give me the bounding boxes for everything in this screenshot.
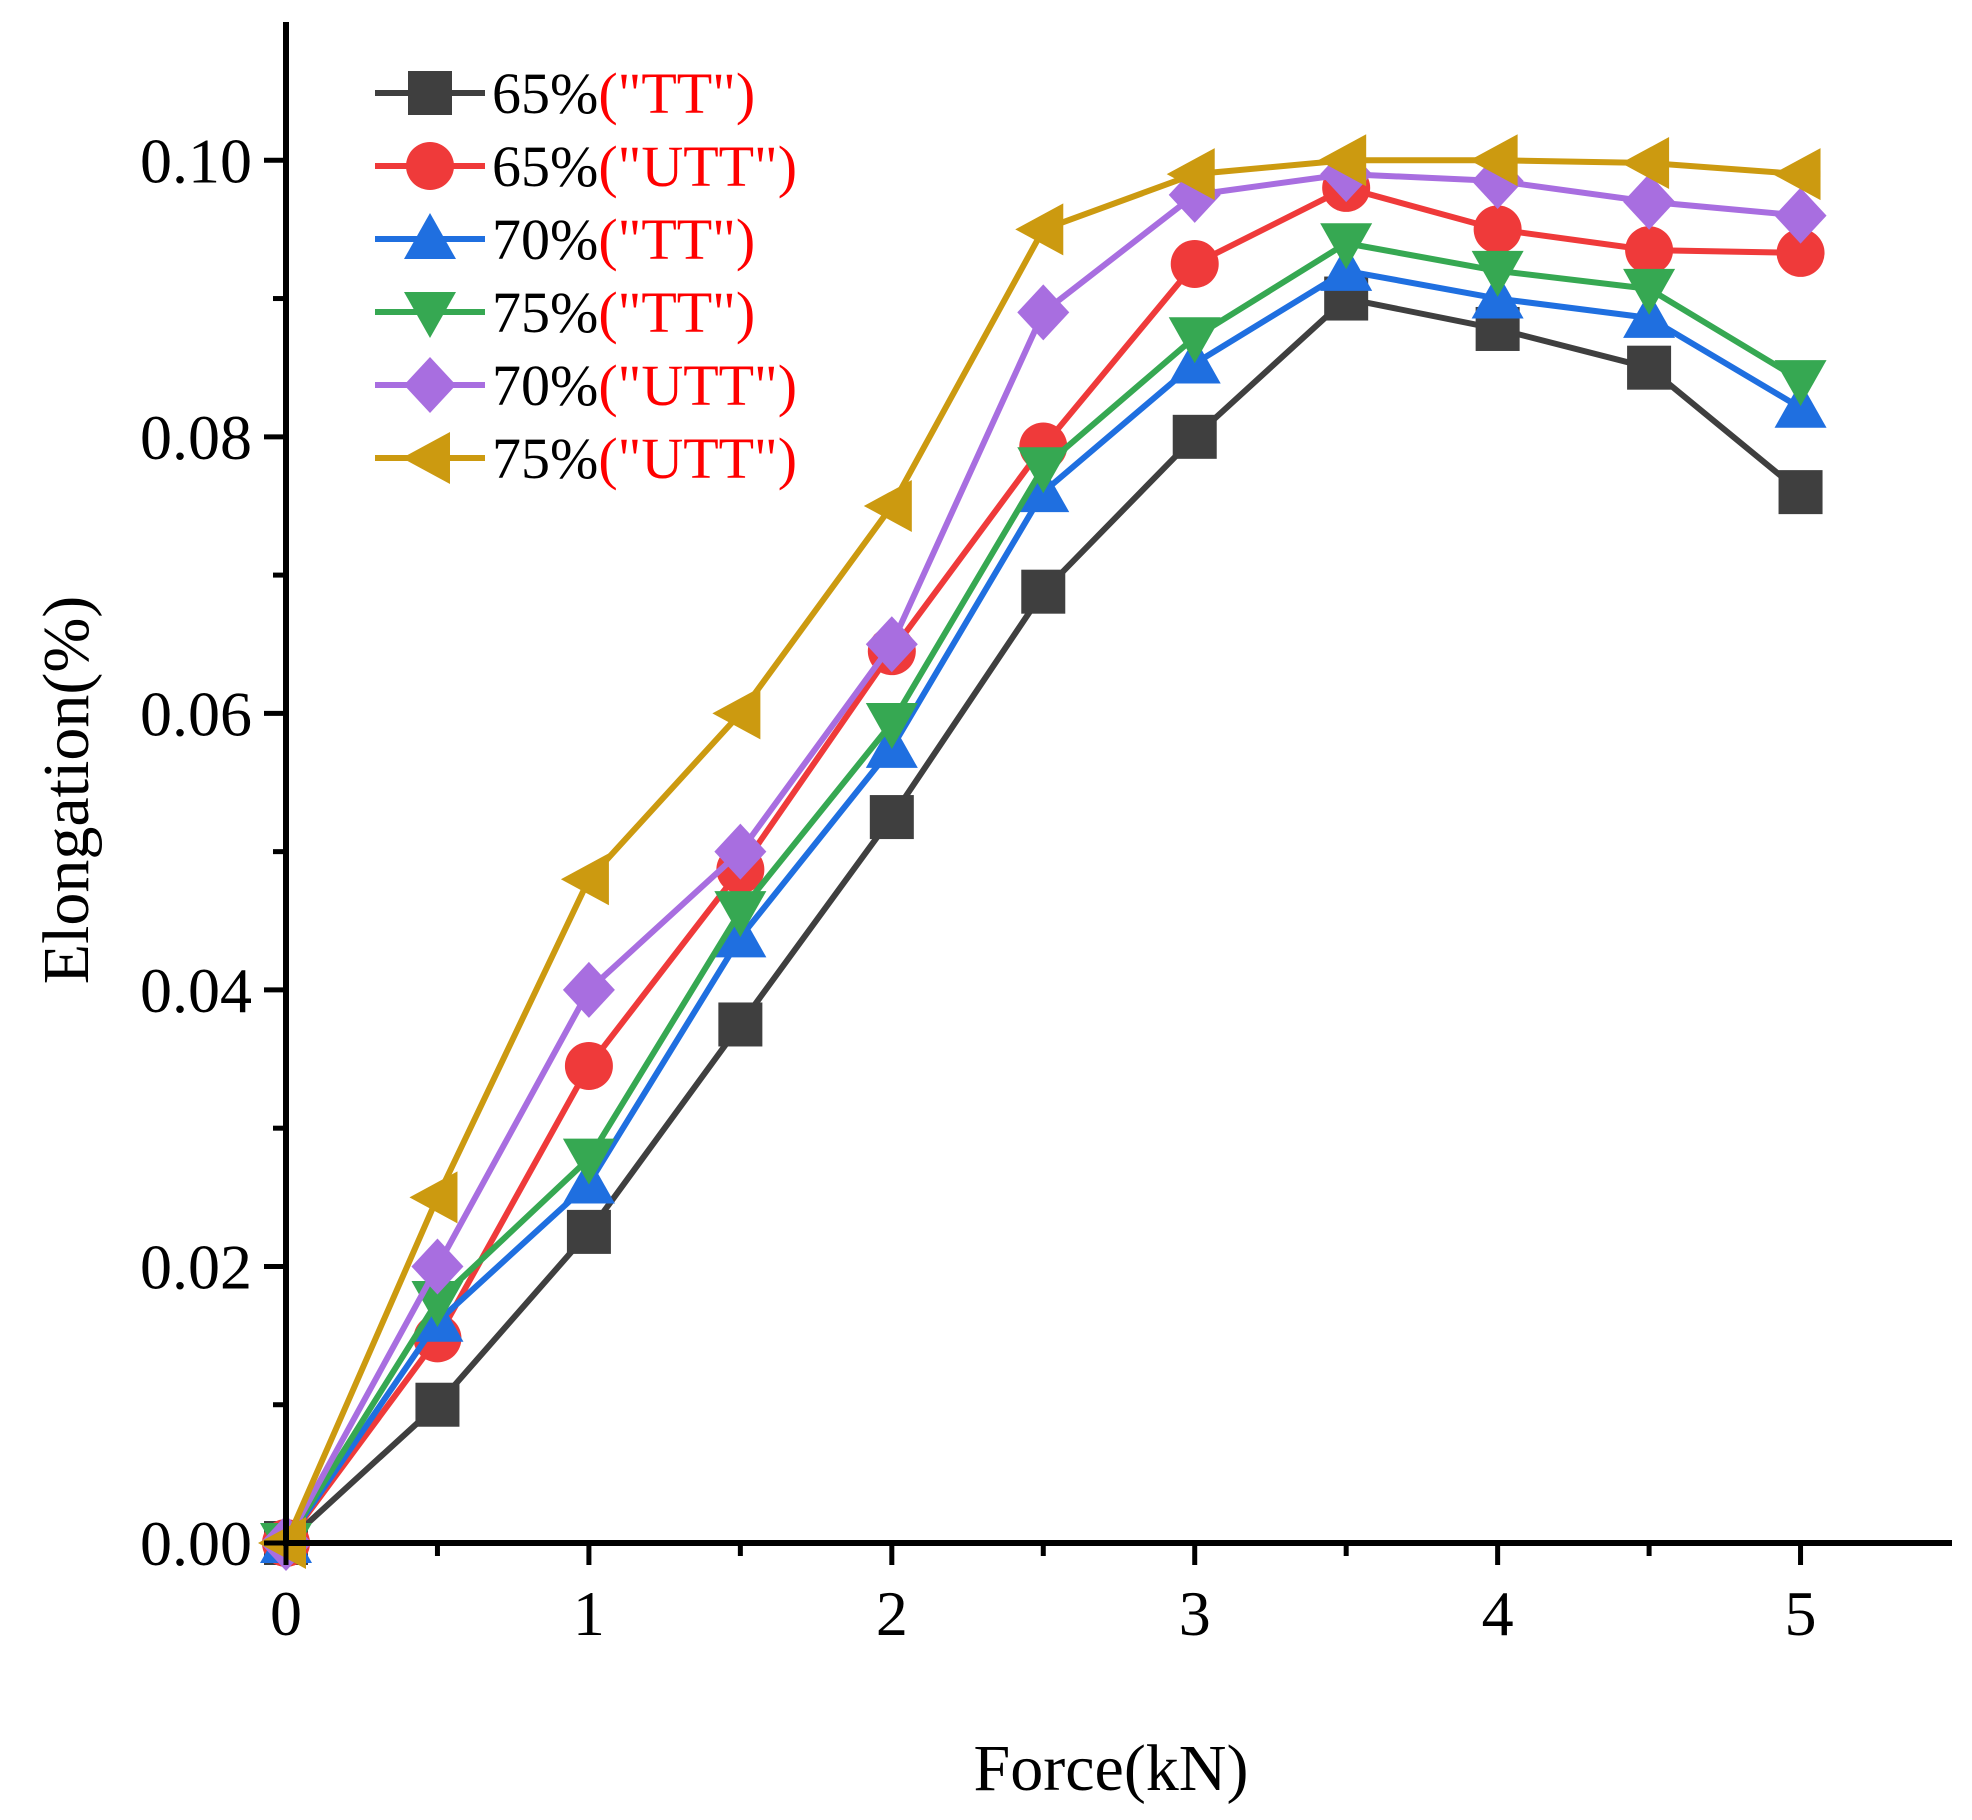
data-point xyxy=(1168,317,1221,364)
data-point xyxy=(1774,187,1827,244)
plot-layer xyxy=(258,134,1827,1571)
data-point xyxy=(714,823,767,880)
data-point xyxy=(718,1002,763,1047)
legend-label-prefix: 70% xyxy=(492,353,598,418)
y-axis-title: Elongation(%) xyxy=(30,596,103,985)
x-tick-label: 3 xyxy=(1179,1578,1211,1649)
legend-label-prefix: 65% xyxy=(492,134,598,199)
data-point xyxy=(1469,134,1518,187)
x-tick-label: 2 xyxy=(876,1578,908,1649)
x-tick-label: 0 xyxy=(270,1578,302,1649)
legend-label-prefix: 75% xyxy=(492,426,598,491)
data-point xyxy=(1625,226,1674,275)
axes-layer: Force(kN) Elongation(%) 0 1 2 3 4 5 0.00 0.02 0.… xyxy=(30,22,1952,1805)
x-axis-title: Force(kN) xyxy=(974,1732,1249,1805)
data-point xyxy=(1471,250,1524,297)
series-6 xyxy=(258,134,1821,1569)
data-point xyxy=(1320,223,1373,270)
data-point xyxy=(562,1138,615,1185)
legend-swatch-marker xyxy=(406,142,454,190)
data-point xyxy=(1623,173,1676,230)
x-tick-label: 4 xyxy=(1482,1578,1514,1649)
legend-swatch-marker xyxy=(408,71,452,115)
data-point xyxy=(562,961,615,1018)
data-point xyxy=(1017,447,1070,494)
data-point xyxy=(1776,228,1825,277)
legend-swatch-marker xyxy=(404,292,456,338)
data-point xyxy=(409,1171,458,1224)
legend-label-suffix: ("UTT") xyxy=(598,426,797,491)
data-point xyxy=(1170,239,1219,288)
data-point xyxy=(1015,203,1064,256)
data-point xyxy=(411,1238,464,1295)
legend-swatch-marker xyxy=(404,357,456,413)
data-point xyxy=(1021,569,1066,614)
data-point xyxy=(1778,470,1823,515)
data-point xyxy=(415,1382,460,1427)
legend-label-suffix: ("TT") xyxy=(598,207,755,272)
legend-swatch-marker xyxy=(402,432,450,484)
data-point xyxy=(1774,360,1827,407)
legend-item-1: 65%("TT") xyxy=(375,61,755,126)
y-tick-label: 0.04 xyxy=(140,955,252,1026)
data-point xyxy=(560,853,609,906)
legend-label: 75%("UTT") xyxy=(492,426,797,491)
data-point xyxy=(564,1041,613,1090)
legend-label-suffix: ("TT") xyxy=(598,61,755,126)
series-4 xyxy=(260,223,1827,1569)
data-point xyxy=(1623,291,1676,338)
data-point xyxy=(1172,414,1217,459)
data-point xyxy=(869,795,914,840)
data-point xyxy=(1627,345,1672,390)
legend-label: 70%("TT") xyxy=(492,207,755,272)
data-point xyxy=(1623,268,1676,315)
x-tick-label: 5 xyxy=(1785,1578,1817,1649)
legend-label: 65%("UTT") xyxy=(492,134,797,199)
legend-label-suffix: ("UTT") xyxy=(598,134,797,199)
legend-label-suffix: ("UTT") xyxy=(598,353,797,418)
data-point xyxy=(1772,148,1821,201)
data-point xyxy=(865,703,918,750)
data-point xyxy=(712,687,761,740)
legend-label: 70%("UTT") xyxy=(492,353,797,418)
data-point xyxy=(566,1209,611,1254)
data-point xyxy=(863,479,912,532)
legend-label: 75%("TT") xyxy=(492,280,755,345)
legend-label: 65%("TT") xyxy=(492,61,755,126)
data-point xyxy=(865,616,918,673)
data-point xyxy=(1017,284,1070,341)
y-tick-label: 0.06 xyxy=(140,678,252,749)
data-point xyxy=(1473,205,1522,254)
series-1 xyxy=(264,276,1823,1565)
data-point xyxy=(714,891,767,938)
y-tick-label: 0.10 xyxy=(140,125,252,196)
legend-item-4: 75%("TT") xyxy=(375,280,755,345)
x-tick-label: 1 xyxy=(573,1578,605,1649)
data-point xyxy=(1166,148,1215,201)
legend-item-6: 75%("UTT") xyxy=(375,426,797,491)
legend-label-prefix: 70% xyxy=(492,207,598,272)
legend-label-prefix: 65% xyxy=(492,61,598,126)
legend-item-2: 65%("UTT") xyxy=(375,134,797,199)
legend-label-prefix: 75% xyxy=(492,280,598,345)
legend: 65%("TT")65%("UTT")70%("TT")75%("TT")70%… xyxy=(375,61,797,491)
legend-item-3: 70%("TT") xyxy=(375,207,755,272)
legend-item-5: 70%("UTT") xyxy=(375,353,797,418)
y-tick-label: 0.08 xyxy=(140,402,252,473)
y-tick-label: 0.00 xyxy=(140,1508,252,1579)
data-point xyxy=(1621,137,1670,190)
y-tick-label: 0.02 xyxy=(140,1231,252,1302)
legend-label-suffix: ("TT") xyxy=(598,280,755,345)
legend-swatch-marker xyxy=(404,213,456,259)
data-point xyxy=(1318,134,1367,187)
